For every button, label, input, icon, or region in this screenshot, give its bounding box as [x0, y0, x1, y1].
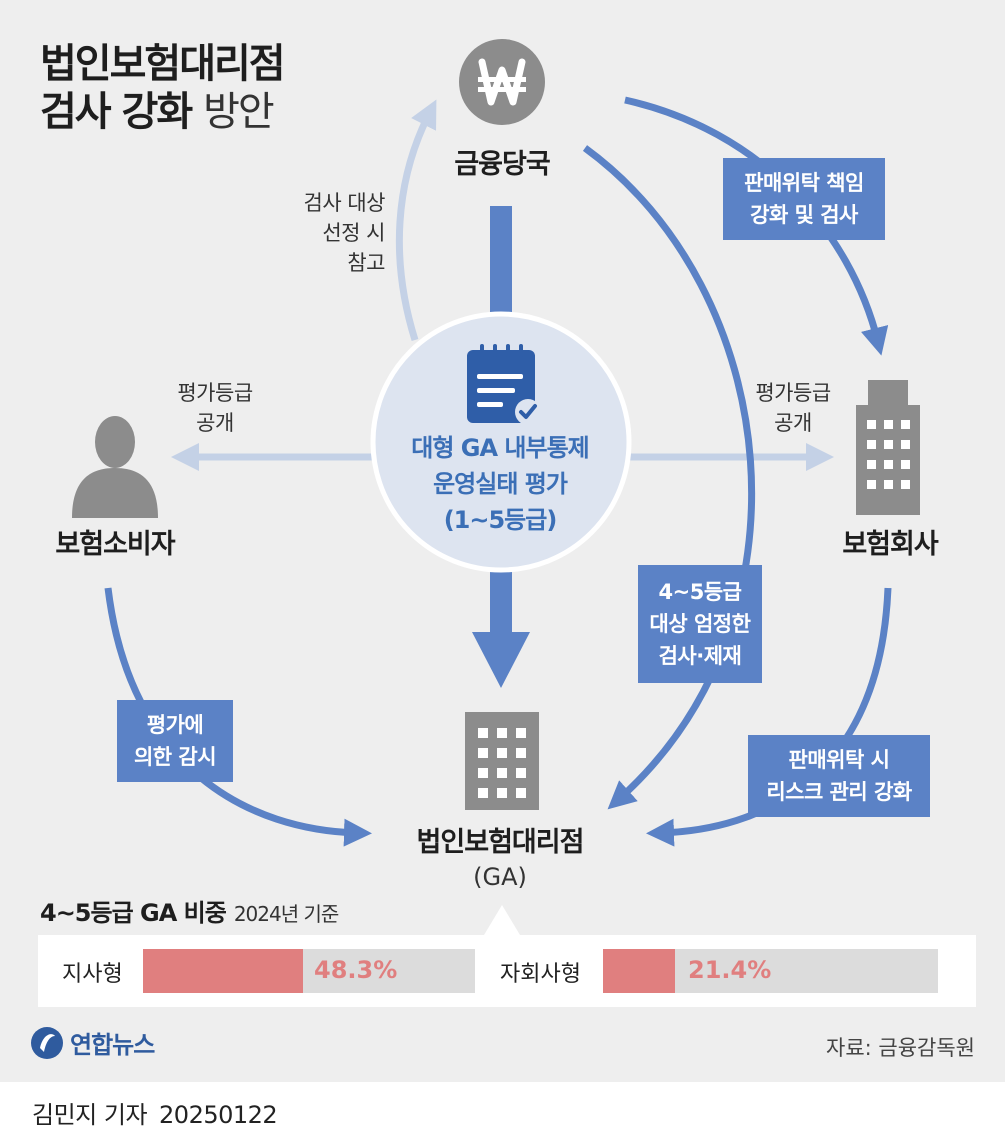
- center-line2: 운영실태 평가: [433, 470, 568, 498]
- note-line: 공개: [774, 411, 812, 435]
- note-line: 참고: [347, 251, 385, 275]
- title-line2-light: 방안: [203, 89, 275, 135]
- bar-value-branch: 48.3%: [314, 956, 398, 984]
- reporter-name: 김민지 기자: [32, 1101, 148, 1129]
- stats-basis: 2024년 기준: [233, 902, 339, 926]
- person-icon: [72, 416, 158, 518]
- center-evaluation-text: 대형 GA 내부통제 운영실태 평가 (1~5등급): [382, 430, 618, 538]
- footer-band: [0, 1082, 1005, 1143]
- regulator-stem: [490, 206, 512, 318]
- box-grade45-sanction: 4~5등급 대상 엄정한 검사·제재: [638, 565, 762, 683]
- won-circle-icon: [459, 39, 545, 125]
- box-line: 의한 감시: [133, 745, 217, 769]
- note-line: 선정 시: [322, 221, 385, 245]
- stats-pointer: [484, 905, 520, 935]
- building-icon: [465, 712, 539, 810]
- box-line: 평가에: [146, 713, 204, 737]
- clipboard-check-icon: [467, 344, 541, 425]
- yonhap-logo-icon: [31, 1026, 63, 1059]
- center-down-arrowhead: [472, 632, 530, 688]
- bar-track-branch: [143, 949, 475, 993]
- title-line2: 검사 강화 방안: [40, 88, 284, 136]
- center-down-stem: [490, 565, 512, 635]
- box-risk-management: 판매위탁 시 리스크 관리 강화: [748, 735, 930, 817]
- note-grade-public-right: 평가등급 공개: [738, 378, 848, 438]
- office-building-icon: [856, 380, 920, 515]
- stats-panel: 지사형 48.3% 자회사형 21.4%: [38, 935, 976, 1007]
- bar-fill-subsidiary: [603, 949, 675, 993]
- ga-sub: (GA): [473, 863, 527, 891]
- box-line: 검사·제재: [658, 644, 742, 668]
- stats-title-text: 4~5등급 GA 비중: [40, 899, 227, 927]
- ga-name: 법인보험대리점: [416, 827, 585, 858]
- byline: 김민지 기자 20250122: [32, 1095, 278, 1130]
- box-line: 리스크 관리 강화: [766, 780, 912, 804]
- bar-fill-branch: [143, 949, 304, 993]
- note-line: 공개: [196, 411, 234, 435]
- logo: 연합뉴스: [30, 1025, 155, 1060]
- bar-value-subsidiary: 21.4%: [688, 956, 772, 984]
- ga-label: 법인보험대리점 (GA): [395, 820, 605, 891]
- center-circle: [370, 311, 632, 573]
- box-sales-responsibility: 판매위탁 책임 강화 및 검사: [723, 158, 885, 240]
- arrow-regulator-to-ga: [582, 145, 756, 810]
- arrow-inspection-reference: [395, 99, 437, 342]
- regulator-label: 금융당국: [454, 149, 550, 180]
- source-credit: 자료: 금융감독원: [826, 1036, 975, 1060]
- box-line: 대상 엄정한: [649, 612, 751, 636]
- logo-text: 연합뉴스: [70, 1031, 155, 1059]
- box-line: 강화 및 검사: [750, 203, 858, 227]
- note-line: 평가등급: [755, 381, 831, 405]
- title-line1: 법인보험대리점: [40, 41, 286, 87]
- stats-title: 4~5등급 GA 비중 2024년 기준: [40, 893, 339, 928]
- consumer-label: 보험소비자: [55, 529, 175, 560]
- box-line: 판매위탁 책임: [744, 171, 864, 195]
- center-line1: 대형 GA 내부통제: [411, 434, 589, 462]
- box-line: 판매위탁 시: [788, 748, 890, 772]
- note-grade-public-left: 평가등급 공개: [160, 378, 270, 438]
- note-line: 검사 대상: [303, 191, 386, 215]
- note-inspection-reference: 검사 대상 선정 시 참고: [250, 188, 386, 278]
- bar-label-subsidiary: 자회사형: [500, 962, 581, 987]
- publish-date: 20250122: [159, 1101, 278, 1129]
- bar-track-subsidiary: [603, 949, 938, 993]
- title-line2-bold: 검사 강화: [40, 89, 193, 135]
- insurer-label: 보험회사: [842, 529, 938, 560]
- box-monitoring: 평가에 의한 감시: [117, 700, 233, 782]
- note-line: 평가등급: [177, 381, 253, 405]
- bar-label-branch: 지사형: [62, 962, 123, 987]
- page-title: 법인보험대리점 검사 강화 방안: [40, 40, 286, 136]
- center-line3: (1~5등급): [443, 506, 558, 534]
- box-line: 4~5등급: [658, 580, 742, 604]
